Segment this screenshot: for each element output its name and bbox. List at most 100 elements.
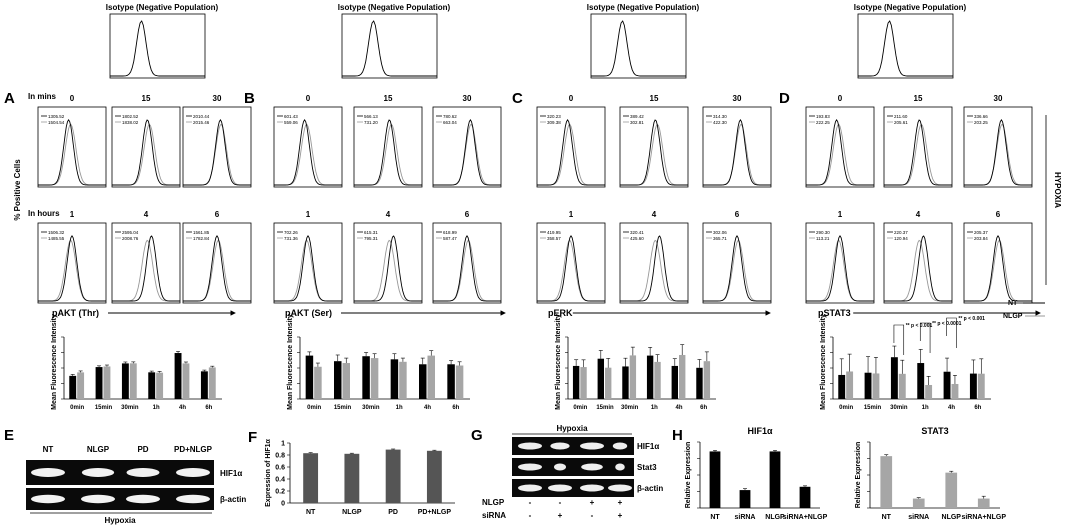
time-label: 6 [215,210,220,219]
isotype-title-d: Isotype (Negative Population) [854,3,967,12]
gel-e-band-actin: β-actin [220,495,246,504]
category-label: NLGP [765,514,785,521]
mfi-value-nt: 2595.04 [122,230,139,235]
gel-band-hif1a [612,442,628,450]
histogram-frame [432,222,502,304]
bar-nlgp [156,372,164,399]
isotype-panel-d: Isotype (Negative Population) [854,3,967,79]
histogram-curve-nt [620,119,688,186]
histogram-frame [702,106,772,188]
histogram-frame [963,106,1033,188]
y-tick-label: 0 [281,501,285,508]
mfi-value-nt: 702.26 [284,230,298,235]
gel-band-hif1a [580,442,604,450]
gel-band-actin [518,484,542,492]
in-mins-label: In mins [28,92,57,101]
category-label: NLGP [942,514,962,521]
panel-letter-d: D [779,90,790,107]
bar-nlgp [370,358,379,399]
mfi-value-nlgp: 1504.54 [48,120,65,125]
significance-label: ** p < 0.001 [906,323,933,329]
panel-letter-f: F [248,429,257,446]
histogram-frame [883,106,953,188]
gel-g-band-hif1a: HIF1α [637,442,659,451]
category-label: 15min [864,405,882,411]
mfi-value-nt: 211.60 [894,114,908,119]
time-label: 30 [463,94,472,103]
mfi-value-nlgp: 203.25 [974,120,988,125]
histogram-curve-nt [884,119,952,186]
sirna-sign: - [529,511,532,520]
isotype-row: Isotype (Negative Population) Isotype (N… [106,3,967,79]
bar-nt [419,364,427,399]
histogram-curve-nt [537,119,605,186]
histogram-curve-nlgp [703,239,771,302]
bar-nt [200,371,208,399]
histogram-curve-nlgp [112,239,180,302]
gel-band-actin [176,494,210,504]
category-label: NT [306,509,316,516]
gel-g-row-nlgp: NLGP [482,498,505,507]
histogram-curve-nlgp [354,239,422,302]
histogram-curve-nt [354,235,422,302]
time-label: 6 [465,210,470,219]
gel-e-band-hif1a: HIF1α [220,469,242,478]
time-label: 1 [70,210,75,219]
mfi-value-nlgp: 731.36 [284,236,298,241]
time-label: 4 [144,210,149,219]
time-label: 6 [996,210,1001,219]
category-label: siRNA+NLGP [961,514,1006,521]
time-label: 15 [384,94,393,103]
histogram-curve-nt [703,119,771,186]
bar-nlgp [679,354,686,399]
category-label: 1h [651,405,658,411]
histogram-curve-nt [964,235,1032,302]
isotype-title-a: Isotype (Negative Population) [106,3,219,12]
legend-nt-label: NT [1008,300,1018,307]
bar-chart-c: 0min 15min 30min 1h 4h 6h Mean Fluorescence In… [555,314,716,411]
histogram-frame [353,106,423,188]
histogram-frame [805,106,875,188]
gel-band-stat3 [615,463,625,471]
panel-letter-c: C [512,90,523,107]
bar-nlgp [129,363,137,399]
gel-g-bands [518,442,632,492]
time-label: 0 [70,94,75,103]
category-label: 4h [424,405,431,411]
time-label: 4 [386,210,391,219]
mfi-value-nt: 320.41 [630,230,644,235]
mfi-value-nt: 205.37 [974,230,988,235]
histogram-curve-nlgp [274,239,342,302]
bar-nlgp [580,367,587,399]
time-label: 15 [650,94,659,103]
bar [912,498,925,508]
mfi-value-nlgp: 205.61 [894,120,908,125]
bar-nlgp [455,365,464,399]
bar-nt [148,372,156,399]
panel-letter-e: E [4,427,14,444]
gel-e-bands [31,468,210,504]
bar-nt [597,358,604,399]
mfi-value-nlgp: 203.84 [974,236,988,241]
bar-nlgp [846,371,854,399]
gel-g-hypoxia-label: Hypoxia [556,424,588,433]
gel-e-actin-strip [26,488,214,510]
time-label: 6 [735,210,740,219]
category-label: 1h [153,405,160,411]
gel-g: G Hypoxia HIF1α Stat3 β-actin NLGP siRNA… [471,424,663,520]
bar [739,490,751,508]
histogram-curve-nt [112,119,180,186]
isotype-panel-c: Isotype (Negative Population) [587,3,700,79]
histogram-frame [353,222,423,304]
bar-nlgp [314,366,322,399]
histogram-curve-nlgp [964,239,1032,302]
mfi-value-nlgp: 1485.55 [48,236,65,241]
bar-nlgp [629,355,637,399]
gel-band-hif1a [550,442,570,450]
bar-nt [646,355,654,399]
category-label: 0min [839,405,853,411]
isotype-title-b: Isotype (Negative Population) [338,3,451,12]
gel-band-actin [81,494,115,504]
category-label: NLGP [342,509,362,516]
gel-band-actin [31,494,65,504]
